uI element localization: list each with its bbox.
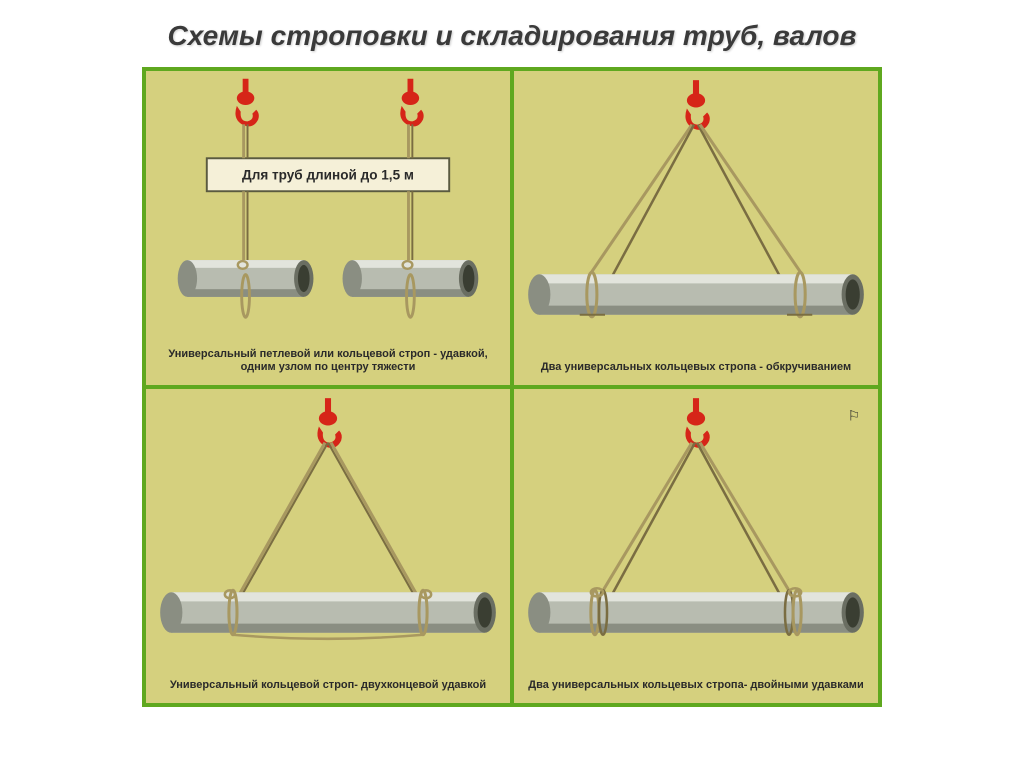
length-label-text: Для труб длиной до 1,5 м: [242, 168, 414, 183]
panel-bottom-right: ⚐ Два универсальных кольцевых стропа- дв…: [514, 389, 878, 703]
panel-bl-svg: [146, 389, 510, 674]
panel-top-right: Два универсальных кольцевых стропа - обк…: [514, 71, 878, 385]
diagram-frame: Для труб длиной до 1,5 м: [142, 67, 882, 707]
caption-tr: Два универсальных кольцевых стропа - обк…: [533, 356, 859, 385]
caption-bl: Универсальный кольцевой строп- двухконце…: [162, 674, 494, 703]
svg-text:⚐: ⚐: [848, 407, 861, 423]
caption-tl: Универсальный петлевой или кольцевой стр…: [146, 343, 510, 386]
panel-bottom-left: Универсальный кольцевой строп- двухконце…: [146, 389, 510, 703]
panel-top-left: Для труб длиной до 1,5 м: [146, 71, 510, 385]
page-title: Схемы строповки и складирования труб, ва…: [20, 20, 1004, 52]
panel-tr-svg: [514, 71, 878, 356]
panel-tl-svg: Для труб длиной до 1,5 м: [146, 71, 510, 343]
panel-br-svg: ⚐: [514, 389, 878, 674]
caption-br: Два универсальных кольцевых стропа- двой…: [520, 674, 871, 703]
